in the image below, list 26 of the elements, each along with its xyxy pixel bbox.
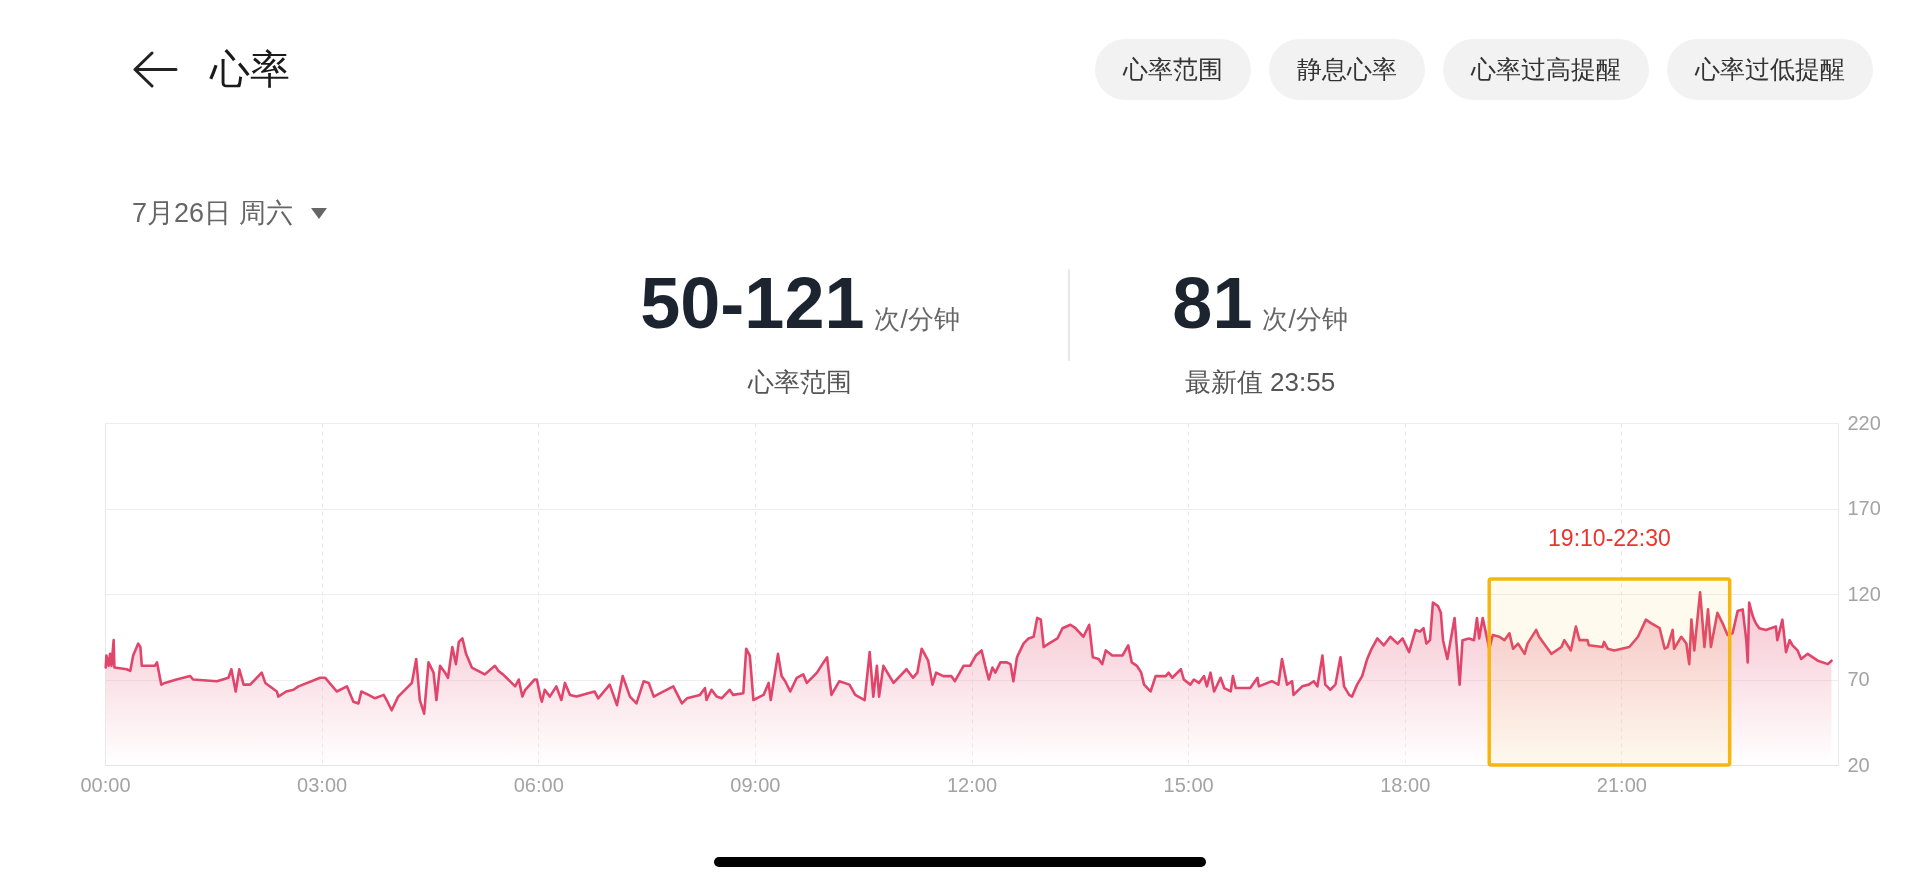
chart-subtitle: 7月26日 周六: [132, 197, 293, 230]
y-tick-label: 20: [1847, 753, 1870, 776]
x-tick-label: 18:00: [1380, 773, 1431, 796]
x-tick-label: 03:00: [297, 773, 348, 796]
text: 50-121: [640, 263, 865, 343]
band-label: 19:10-22:30: [1548, 525, 1671, 551]
x-tick-label: 12:00: [946, 773, 998, 796]
text: 心率范围: [1095, 39, 1251, 100]
y-tick-label: 170: [1847, 497, 1881, 519]
x-tick-label: 06:00: [513, 773, 564, 796]
x-tick-label: 21:00: [1596, 773, 1647, 796]
text: 81: [1172, 263, 1253, 343]
y-tick-label: 220: [1847, 411, 1881, 434]
text: 心率范围: [746, 366, 853, 399]
text: 静息心率: [1269, 39, 1425, 100]
text: 最新值 23:55: [1183, 366, 1337, 399]
text: 心率过低提醒: [1667, 39, 1873, 100]
x-tick-label: 09:00: [730, 773, 781, 796]
x-tick-label: 15:00: [1163, 773, 1214, 796]
text: 次/分钟: [874, 304, 960, 334]
text: 次/分钟: [1262, 304, 1348, 334]
y-tick-label: 70: [1847, 668, 1870, 690]
x-tick-label: 00:00: [80, 773, 131, 796]
chart-title: 心率: [210, 46, 290, 93]
text: 心率过高提醒: [1443, 39, 1649, 100]
y-tick-label: 120: [1847, 582, 1881, 605]
